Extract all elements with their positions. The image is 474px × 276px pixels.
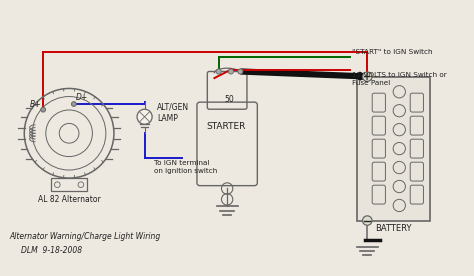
Text: D+: D+ <box>76 93 89 102</box>
Text: BATTERY: BATTERY <box>375 224 412 233</box>
Bar <box>357 77 430 221</box>
Bar <box>51 178 87 191</box>
Text: 50: 50 <box>225 95 234 104</box>
Text: B+: B+ <box>30 100 42 109</box>
Text: +: + <box>363 72 371 82</box>
Text: AL 82 Alternator: AL 82 Alternator <box>38 195 100 204</box>
Circle shape <box>363 72 372 81</box>
Text: 12 VOLTS to IGN Switch or
Fuse Panel: 12 VOLTS to IGN Switch or Fuse Panel <box>352 72 447 86</box>
Text: Alternator Warning/Charge Light Wiring: Alternator Warning/Charge Light Wiring <box>9 232 160 241</box>
Circle shape <box>363 216 372 225</box>
Circle shape <box>41 107 46 112</box>
Text: STARTER: STARTER <box>207 122 246 131</box>
Circle shape <box>228 69 234 74</box>
Text: "START" to IGN Switch: "START" to IGN Switch <box>352 49 433 55</box>
Circle shape <box>238 69 243 74</box>
Text: To IGN terminal
on ignition switch: To IGN terminal on ignition switch <box>154 160 217 174</box>
Circle shape <box>216 69 221 74</box>
Text: DLM  9-18-2008: DLM 9-18-2008 <box>20 246 82 255</box>
Text: ALT/GEN
LAMP: ALT/GEN LAMP <box>157 103 189 123</box>
Circle shape <box>137 109 152 124</box>
Circle shape <box>72 102 76 106</box>
